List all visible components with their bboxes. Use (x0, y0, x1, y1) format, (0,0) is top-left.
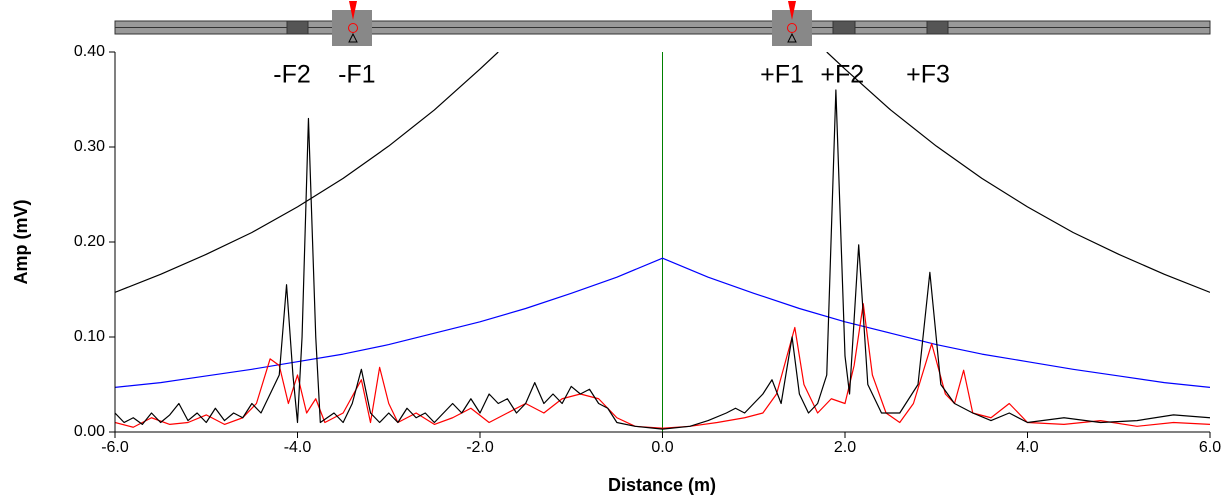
annotation: -F1 (338, 60, 376, 88)
x-axis-label: Distance (m) (608, 475, 716, 495)
x-tick-label: -2.0 (466, 439, 494, 456)
y-axis-label: Amp (mV) (11, 199, 31, 284)
sensor-collar (332, 10, 372, 46)
annotation: +F1 (760, 60, 804, 88)
sensor-triangle (787, 32, 797, 43)
y-tick-label: 0.30 (74, 138, 105, 155)
series-line (115, 303, 1210, 429)
sensor-circle (787, 23, 797, 33)
annotation: +F3 (906, 60, 950, 88)
series-line (115, 89, 1210, 430)
x-tick-label: 6.0 (1199, 439, 1221, 456)
pipe-feature (926, 20, 949, 35)
series-line (115, 52, 1210, 293)
x-tick-label: 0.0 (651, 439, 673, 456)
y-tick-label: 0.20 (74, 233, 105, 250)
annotation: -F2 (273, 60, 311, 88)
sensor-arrow (788, 1, 796, 20)
x-tick-label: 2.0 (834, 439, 856, 456)
x-tick-label: -4.0 (284, 439, 312, 456)
y-tick-label: 0.00 (74, 423, 105, 440)
y-tick-label: 0.40 (74, 43, 105, 60)
y-tick-label: 0.10 (74, 328, 105, 345)
sensor-triangle (348, 32, 358, 43)
sensor-arrow (349, 1, 357, 20)
x-tick-label: -6.0 (101, 439, 129, 456)
x-tick-label: 4.0 (1016, 439, 1038, 456)
series-line (115, 257, 1210, 388)
annotation: +F2 (820, 60, 864, 88)
sensor-circle (348, 23, 358, 33)
pipe-feature (832, 20, 856, 35)
pipe-feature (286, 20, 309, 35)
pipe-diagram (114, 1, 1211, 46)
